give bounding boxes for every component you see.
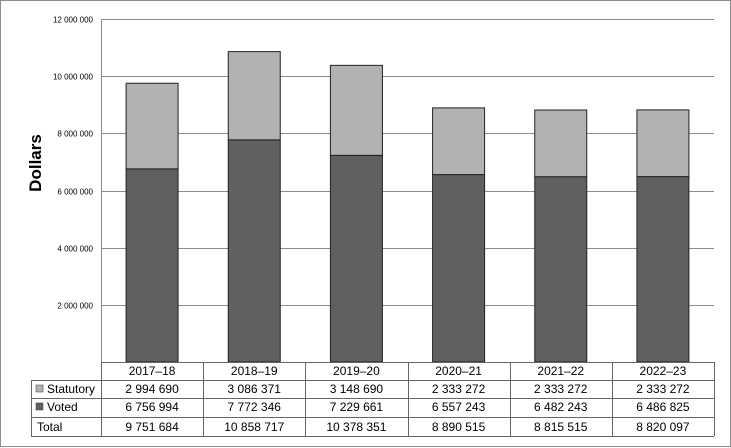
bars bbox=[125, 51, 690, 363]
category-label: 2020–21 bbox=[435, 364, 482, 378]
table-cell: 2 994 690 bbox=[125, 382, 179, 396]
table-cell: 2 333 272 bbox=[432, 382, 486, 396]
y-tick-label: 6 000 000 bbox=[57, 188, 93, 197]
table-cell: 2 333 272 bbox=[636, 382, 690, 396]
table-cell-total: 10 858 717 bbox=[224, 420, 284, 434]
y-axis-title: Dollars bbox=[26, 134, 45, 192]
table-cell-total: 8 890 515 bbox=[432, 420, 486, 434]
bar-voted bbox=[636, 176, 690, 363]
table-cell: 2 333 272 bbox=[534, 382, 588, 396]
table-cell-total: 9 751 684 bbox=[125, 420, 179, 434]
y-tick-label: 4 000 000 bbox=[57, 245, 93, 254]
table-row-label: Voted bbox=[47, 400, 78, 414]
bar-voted bbox=[329, 154, 383, 363]
category-label: 2017–18 bbox=[129, 364, 176, 378]
category-label: 2019–20 bbox=[333, 364, 380, 378]
bar-voted bbox=[432, 174, 486, 363]
category-label: 2021–22 bbox=[537, 364, 584, 378]
category-label: 2018–19 bbox=[231, 364, 278, 378]
table-cell: 3 086 371 bbox=[228, 382, 282, 396]
bar-statutory bbox=[125, 82, 179, 170]
table-cell: 3 148 690 bbox=[330, 382, 384, 396]
table-cell: 6 486 825 bbox=[636, 400, 690, 414]
table-row-label: Statutory bbox=[47, 382, 95, 396]
table-cell: 7 229 661 bbox=[330, 400, 384, 414]
gridlines bbox=[101, 19, 714, 362]
bar-statutory bbox=[329, 64, 383, 156]
table-cell-total: 10 378 351 bbox=[326, 420, 386, 434]
y-tick-label: 2 000 000 bbox=[57, 302, 93, 311]
bar-voted bbox=[125, 168, 179, 363]
bar-voted bbox=[534, 176, 588, 363]
y-axis-tick-labels: 2 000 000 4 000 000 6 000 000 8 000 000 10 0… bbox=[53, 16, 94, 311]
y-tick-label: 12 000 000 bbox=[53, 16, 94, 25]
table-cell: 6 557 243 bbox=[432, 400, 486, 414]
y-tick-label: 10 000 000 bbox=[53, 73, 94, 82]
y-tick-label: 8 000 000 bbox=[57, 130, 93, 139]
table-cell: 6 756 994 bbox=[125, 400, 179, 414]
table-cell-total: 8 815 515 bbox=[534, 420, 588, 434]
bar-voted bbox=[227, 139, 281, 363]
bar-statutory bbox=[534, 109, 588, 178]
table-cell: 7 772 346 bbox=[228, 400, 282, 414]
legend-key-statutory bbox=[35, 384, 44, 393]
table-row-label: Total bbox=[37, 420, 62, 434]
category-label: 2022–23 bbox=[640, 364, 687, 378]
bar-statutory bbox=[227, 51, 281, 141]
data-table: 2017–18 2018–19 2019–20 2020–21 2021–22 2022–… bbox=[31, 362, 715, 437]
legend-key-voted bbox=[35, 402, 44, 411]
bar-statutory bbox=[432, 107, 486, 176]
table-cell: 6 482 243 bbox=[534, 400, 588, 414]
table-cell-total: 8 820 097 bbox=[636, 420, 690, 434]
bar-statutory bbox=[636, 109, 690, 178]
